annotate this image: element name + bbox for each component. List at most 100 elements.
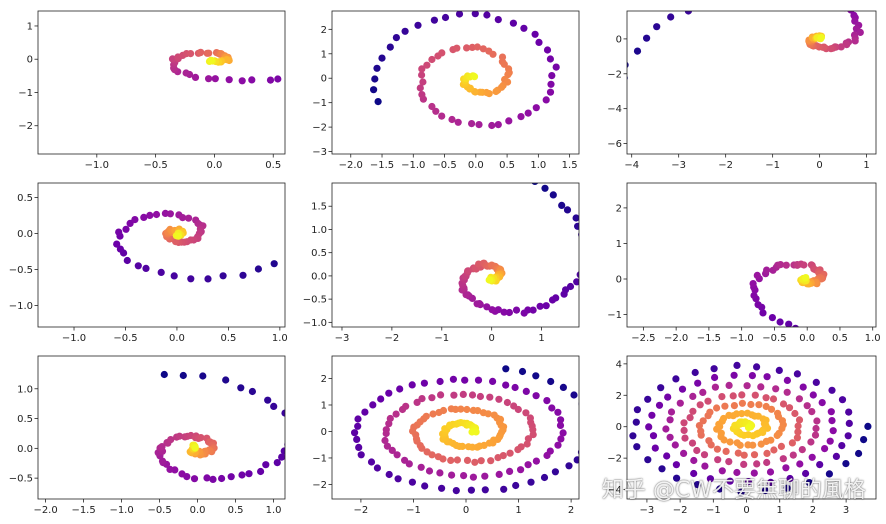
scatter-point xyxy=(191,444,199,452)
scatter-point xyxy=(548,72,556,80)
scatter-point xyxy=(794,422,802,430)
scatter-point xyxy=(699,388,707,396)
scatter-point xyxy=(381,436,389,445)
y-tick-label: −2 xyxy=(312,123,327,134)
scatter-point xyxy=(699,417,707,425)
scatter-point xyxy=(706,475,715,483)
scatter-point xyxy=(287,417,294,424)
scatter-point xyxy=(514,405,522,414)
scatter-point xyxy=(733,361,741,369)
scatter-point xyxy=(357,451,365,459)
scatter-point xyxy=(486,393,494,401)
scatter-point xyxy=(299,242,306,249)
scatter-point xyxy=(524,461,532,469)
scatter-point xyxy=(755,401,763,409)
scatter-point xyxy=(830,0,837,7)
x-tick-label: −2.0 xyxy=(339,160,363,171)
scatter-point xyxy=(487,457,495,465)
scatter-point xyxy=(428,55,436,64)
scatter-point xyxy=(417,463,425,471)
scatter-point xyxy=(655,401,664,409)
x-tick-label: 1.0 xyxy=(266,505,282,516)
scatter-point xyxy=(438,49,446,57)
scatter-point xyxy=(763,373,771,381)
scatter-point xyxy=(373,464,381,472)
scatter-point xyxy=(447,456,455,464)
x-tick-label: −1 xyxy=(434,333,449,344)
watermark-text: 知乎 @CW不要無聊的風格 xyxy=(601,478,866,503)
scatter-point xyxy=(459,390,467,398)
scatter-point xyxy=(714,456,722,464)
scatter-point xyxy=(199,372,207,380)
x-tick-label: 0.5 xyxy=(499,160,515,171)
scatter-point xyxy=(509,19,517,27)
scatter-point xyxy=(394,475,402,483)
x-tick-label: −1 xyxy=(765,160,780,171)
x-tick-label: 2 xyxy=(810,505,816,516)
y-tick-label: 0.5 xyxy=(311,248,327,259)
scatter-point xyxy=(808,408,816,416)
scatter-point xyxy=(500,308,508,316)
scatter-point xyxy=(535,38,543,47)
scatter-point xyxy=(422,412,430,420)
scatter-point xyxy=(158,443,166,451)
scatter-point xyxy=(658,465,666,473)
x-tick-label: 0 xyxy=(816,160,822,171)
y-tick-label: 0 xyxy=(616,422,622,433)
scatter-point xyxy=(828,417,836,425)
scatter-points xyxy=(749,260,828,327)
scatter-point xyxy=(385,389,393,397)
scatter-point xyxy=(783,376,792,384)
scatter-point xyxy=(704,397,712,405)
scatter-point xyxy=(542,302,550,310)
scatter-point xyxy=(844,432,852,440)
x-tick-label: −1.0 xyxy=(85,160,109,171)
scatter-point xyxy=(744,441,752,449)
x-tick-label: −1.5 xyxy=(697,333,721,344)
scatter-point xyxy=(413,398,421,406)
scatter-point xyxy=(744,424,753,432)
scatter-point xyxy=(418,65,426,73)
scatter-point xyxy=(750,469,758,477)
scatter-point xyxy=(280,447,285,455)
scatter-point xyxy=(434,453,442,461)
scatter-point xyxy=(673,474,681,482)
scatter-point xyxy=(829,427,837,435)
scatter-point xyxy=(762,402,770,411)
y-tick-label: 2 xyxy=(616,391,622,402)
scatter-point xyxy=(346,41,353,48)
scatter-point xyxy=(502,381,510,389)
scatter-point xyxy=(763,449,771,457)
axes-frame xyxy=(37,355,286,500)
scatter-point xyxy=(644,395,652,403)
scatter-point xyxy=(664,393,672,401)
scatter-point xyxy=(473,43,481,51)
scatter-point xyxy=(807,438,815,446)
scatter-points xyxy=(351,365,579,495)
scatter-points xyxy=(113,209,306,283)
scatter-point xyxy=(257,467,265,476)
scatter-point xyxy=(275,3,282,10)
scatter-point xyxy=(371,75,379,83)
y-tick-label: −1.0 xyxy=(303,318,327,329)
scatter-point xyxy=(219,272,227,280)
scatter-point xyxy=(554,408,562,416)
scatter-point xyxy=(467,486,475,494)
subplot-row3-col1: −2.0 −1.5 −1.0 −0.5 0.0 0.5 1.0 −0.5 0.0 0.5 1.0 xyxy=(9,355,294,516)
x-tick-label: 0.5 xyxy=(220,333,236,344)
scatter-point xyxy=(785,404,794,412)
scatter-point xyxy=(761,486,770,495)
scatter-point xyxy=(558,201,566,209)
x-tick-label: −2.0 xyxy=(664,333,688,344)
scatter-point xyxy=(494,454,502,462)
scatter-point xyxy=(782,464,790,472)
y-tick-label: 0.0 xyxy=(17,229,33,240)
y-tick-label: −1.0 xyxy=(9,301,33,312)
scatter-point xyxy=(348,48,355,55)
scatter-point xyxy=(643,34,651,42)
scatter-point xyxy=(546,88,555,96)
x-tick-label: 1 xyxy=(863,160,869,171)
scatter-point xyxy=(711,383,720,391)
scatter-point xyxy=(425,467,434,475)
scatter-point xyxy=(126,219,134,227)
